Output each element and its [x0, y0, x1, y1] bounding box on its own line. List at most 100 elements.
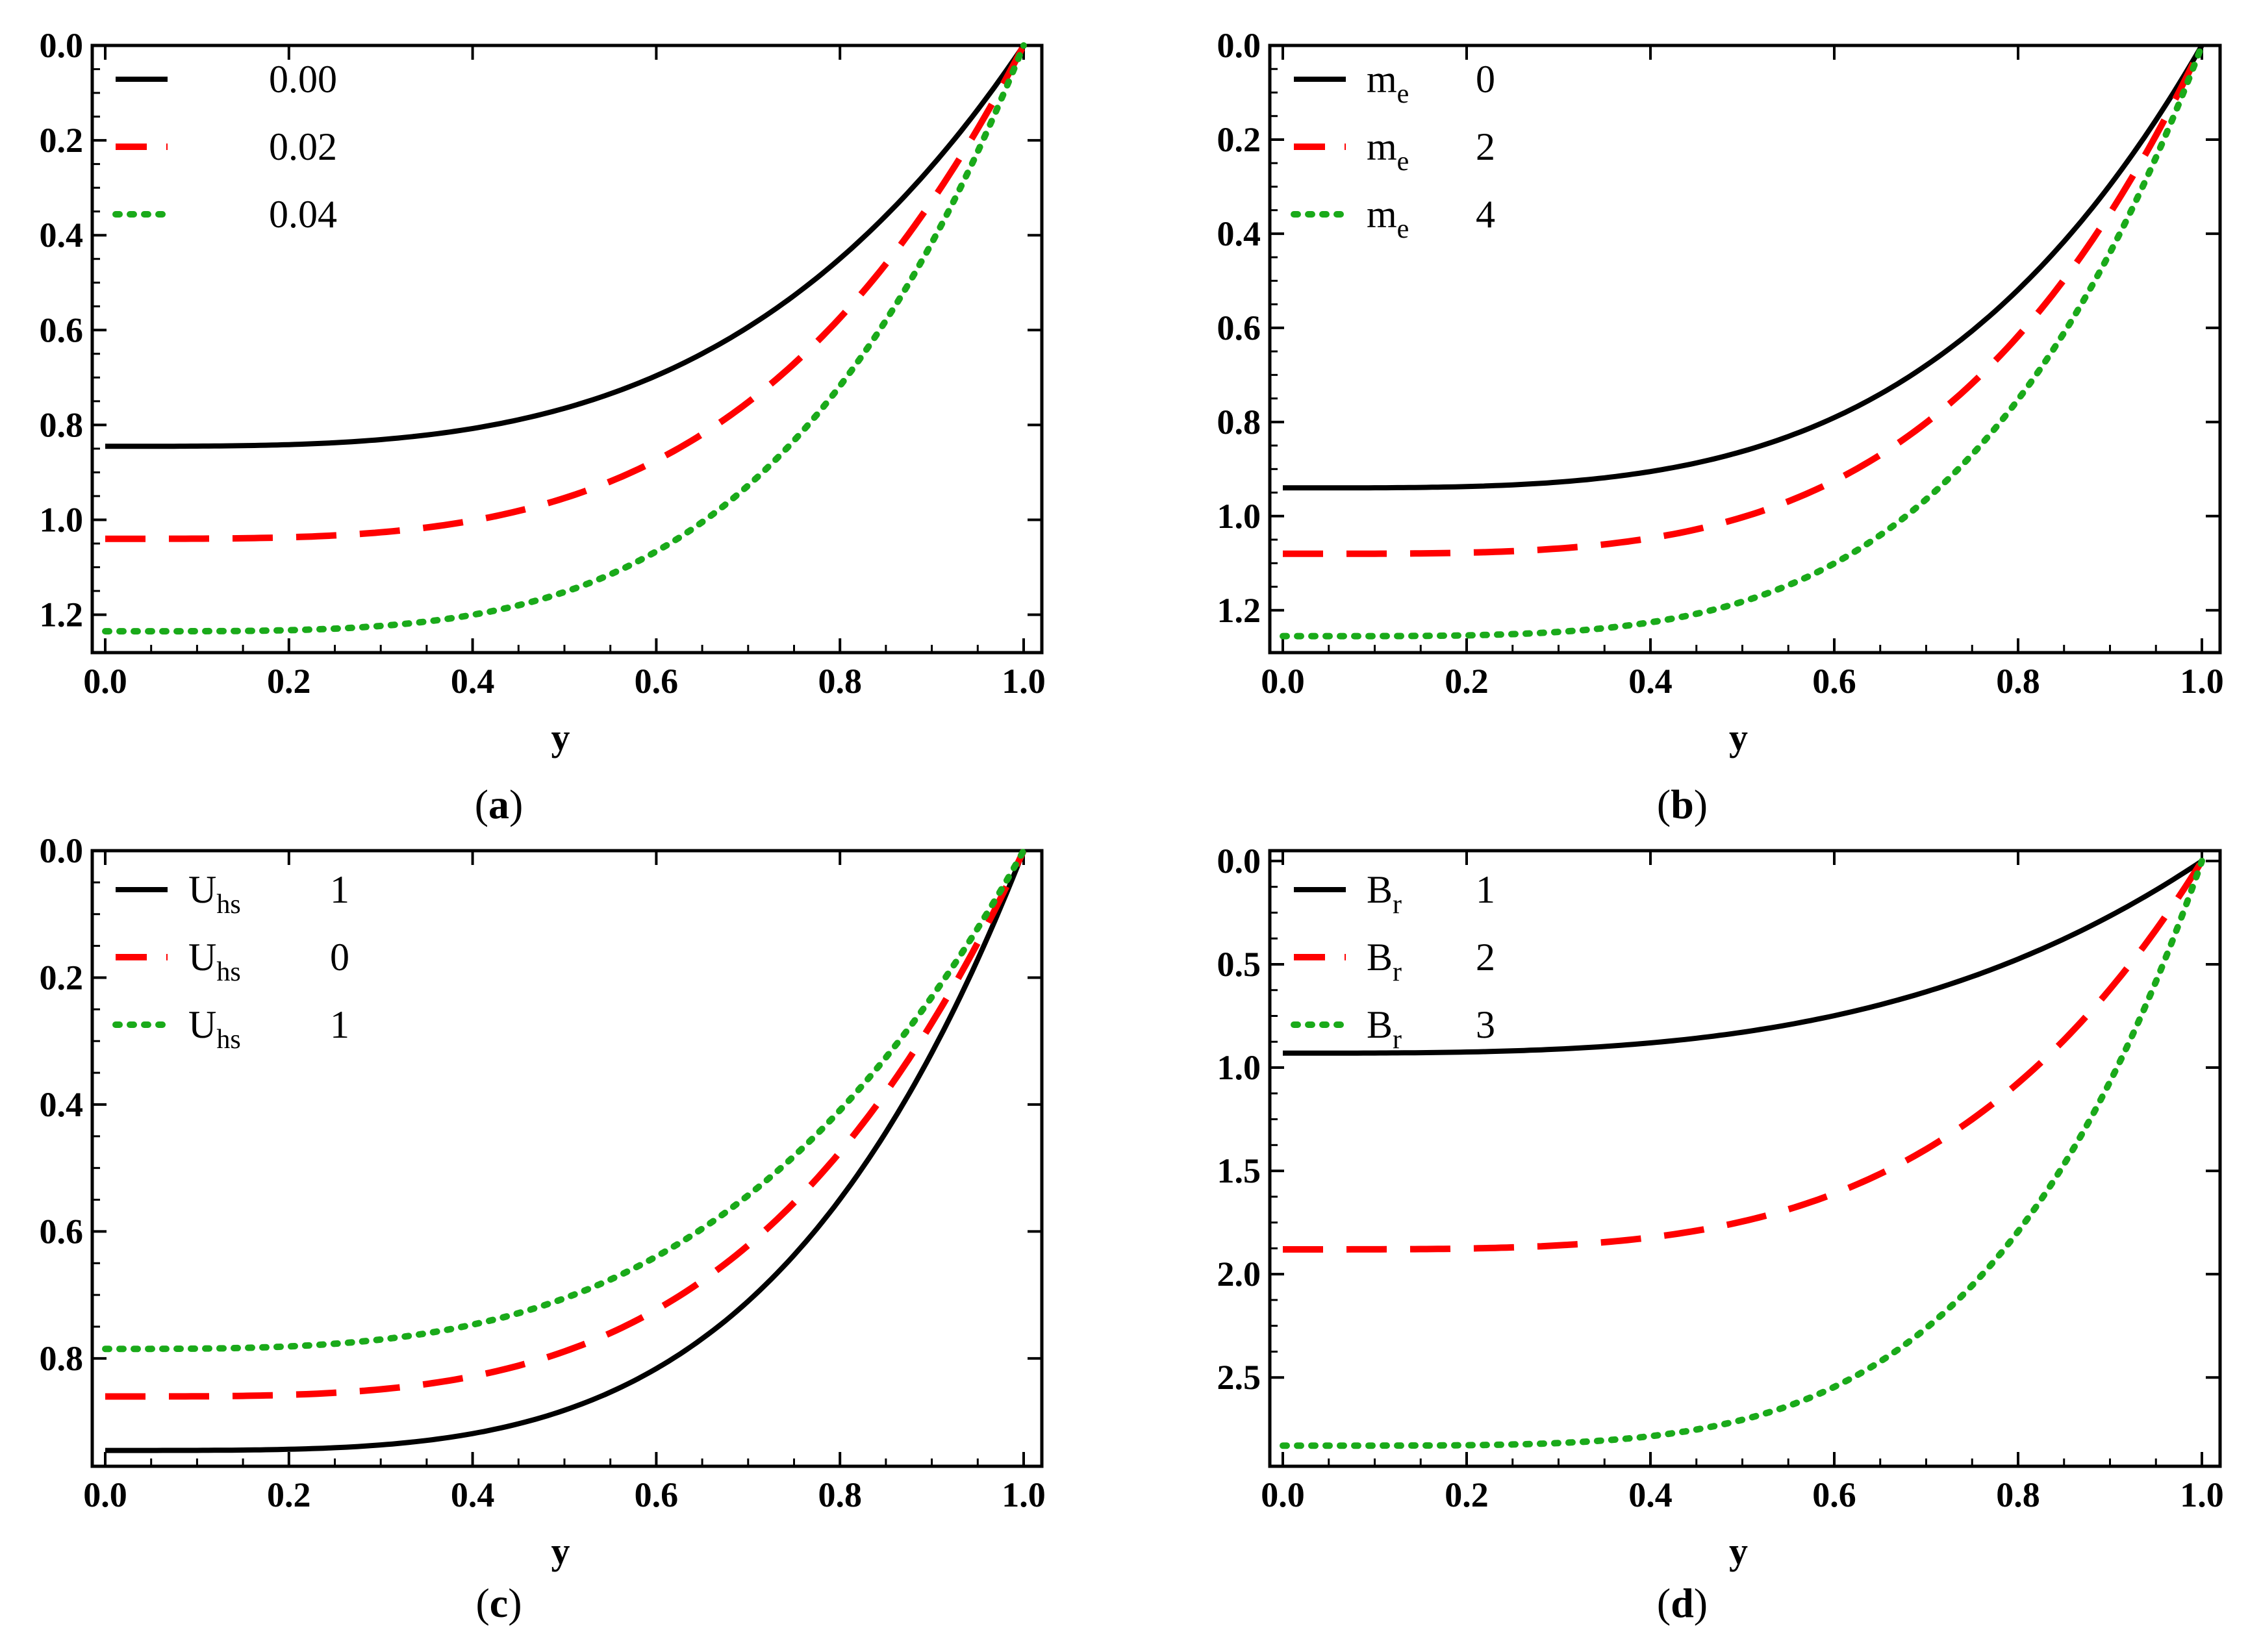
x-tick-label: 0.2 — [1445, 662, 1489, 701]
series-line-3 — [102, 42, 1027, 635]
legend-label-2: me — [1367, 125, 1409, 177]
series-line-2 — [105, 849, 1027, 1400]
x-tick-label: 0.2 — [1445, 1475, 1489, 1514]
series-line-3 — [102, 847, 1027, 1353]
legend-value-3: 0.04 — [269, 193, 337, 236]
legend-value-1: 1 — [330, 868, 349, 911]
legend-value-3: 1 — [330, 1003, 349, 1046]
x-tick-label: 1.0 — [1002, 1475, 1046, 1514]
y-tick-label: 0.0 — [1217, 26, 1261, 65]
panel-d: 0.0 0.2 0.4 0.6 0.8 1.0 0.0 0.5 1.0 1.5 2.0 2.5 y Br 1… — [1217, 842, 2224, 1626]
x-axis-label: y — [1729, 1530, 1748, 1572]
y-tick-label: 0.2 — [40, 958, 84, 997]
x-tick-label: 0.4 — [1628, 662, 1673, 701]
legend: Br 1 Br 2 Br 3 — [1291, 868, 1495, 1055]
legend-label-1: Uhs — [188, 868, 241, 920]
x-tick-label: 0.6 — [1812, 662, 1856, 701]
x-tick-label: 0.2 — [267, 1475, 311, 1514]
legend-value-3: 4 — [1476, 193, 1495, 236]
panel-a: 0.0 0.2 0.4 0.6 0.8 1.0 0.0 0.2 0.4 0.6 0.8 1.0 1.2 y… — [40, 26, 1046, 827]
panel-b: 0.0 0.2 0.4 0.6 0.8 1.0 0.0 0.2 0.4 0.6 0.8 1.0 1.2 y… — [1217, 26, 2224, 827]
x-tick-label: 1.0 — [2180, 662, 2224, 701]
series-line-2 — [105, 44, 1027, 542]
y-tick-label: 0.2 — [1217, 120, 1261, 159]
x-tick-label: 0.6 — [635, 662, 679, 701]
plot-frame — [1268, 44, 2222, 655]
series-line-1 — [1283, 44, 2204, 491]
x-tick-label: 0.4 — [451, 1475, 495, 1514]
legend-label-2: Uhs — [188, 936, 241, 987]
plot-frame — [90, 44, 1044, 655]
panel-caption: (b) — [1657, 781, 1708, 827]
y-tick-label: 1.2 — [1217, 591, 1261, 630]
legend: me 0 me 2 me 4 — [1291, 58, 1495, 244]
y-tick-label: 0.4 — [1217, 214, 1261, 253]
series-line-1 — [105, 849, 1026, 1453]
legend-label-3: Br — [1367, 1003, 1402, 1055]
panels: 0.0 0.2 0.4 0.6 0.8 1.0 0.0 0.2 0.4 0.6 0.8 1.0 1.2 y… — [40, 26, 2224, 1626]
x-tick-label: 0.2 — [267, 662, 311, 701]
x-tick-label: 0.0 — [1261, 1475, 1305, 1514]
legend-value-1: 0.00 — [269, 58, 337, 101]
x-tick-label: 0.6 — [1812, 1475, 1856, 1514]
panel-caption: (a) — [475, 781, 524, 827]
x-tick-label: 0.8 — [1996, 1475, 2040, 1514]
legend-value-1: 1 — [1476, 868, 1495, 911]
series-line-2 — [1283, 44, 2205, 557]
legend-label-2: Br — [1367, 936, 1402, 987]
y-tick-label: 0.8 — [40, 1339, 84, 1378]
series-line-2 — [1283, 859, 2205, 1253]
y-tick-label: 0.8 — [40, 405, 84, 444]
x-tick-label: 0.0 — [1261, 662, 1305, 701]
y-tick-label: 1.5 — [1217, 1151, 1261, 1190]
legend-value-2: 2 — [1476, 125, 1495, 168]
y-tick-label: 1.0 — [40, 500, 84, 539]
y-tick-label: 0.5 — [1217, 945, 1261, 984]
legend-label-1: me — [1367, 58, 1409, 109]
legend-value-2: 2 — [1476, 936, 1495, 979]
x-tick-label: 0.0 — [83, 1475, 127, 1514]
y-tick-label: 0.6 — [1217, 308, 1261, 347]
legend: Uhs 1 Uhs 0 Uhs 1 — [112, 868, 349, 1055]
y-tick-label: 0.4 — [40, 216, 84, 255]
panel-caption: (c) — [475, 1580, 522, 1626]
x-tick-label: 0.8 — [1996, 662, 2040, 701]
series-line-1 — [105, 44, 1026, 449]
legend-value-3: 3 — [1476, 1003, 1495, 1046]
legend: 0.00 0.02 0.04 — [112, 58, 337, 236]
y-tick-label: 1.0 — [1217, 497, 1261, 536]
y-tick-label: 0.4 — [40, 1085, 84, 1124]
legend-value-2: 0 — [330, 936, 349, 979]
x-axis-label: y — [1729, 716, 1748, 758]
y-tick-label: 0.0 — [1217, 842, 1261, 881]
x-tick-label: 0.0 — [83, 662, 127, 701]
plot-frame — [90, 849, 1044, 1468]
panel-caption: (d) — [1657, 1580, 1708, 1626]
legend-label-3: Uhs — [188, 1003, 241, 1055]
x-tick-label: 0.8 — [818, 662, 862, 701]
y-tick-label: 0.0 — [40, 26, 84, 65]
legend-value-1: 0 — [1476, 58, 1495, 101]
y-tick-label: 0.6 — [40, 1212, 84, 1251]
x-tick-label: 0.4 — [451, 662, 495, 701]
x-tick-label: 0.8 — [818, 1475, 862, 1514]
series-line-1 — [1283, 858, 2204, 1056]
x-tick-label: 1.0 — [1002, 662, 1046, 701]
x-tick-label: 1.0 — [2180, 1475, 2224, 1514]
y-tick-label: 0.6 — [40, 310, 84, 349]
x-axis-label: y — [551, 1530, 570, 1572]
y-tick-label: 2.0 — [1217, 1255, 1261, 1294]
y-tick-label: 1.2 — [40, 595, 84, 634]
plot-frame — [1268, 849, 2222, 1468]
legend-label-3: me — [1367, 193, 1409, 244]
legend-value-2: 0.02 — [269, 125, 337, 168]
y-tick-label: 0.0 — [40, 831, 84, 870]
y-tick-label: 0.8 — [1217, 403, 1261, 442]
y-tick-label: 2.5 — [1217, 1358, 1261, 1397]
x-tick-label: 0.6 — [635, 1475, 679, 1514]
y-tick-label: 0.2 — [40, 121, 84, 160]
y-tick-label: 1.0 — [1217, 1048, 1261, 1087]
